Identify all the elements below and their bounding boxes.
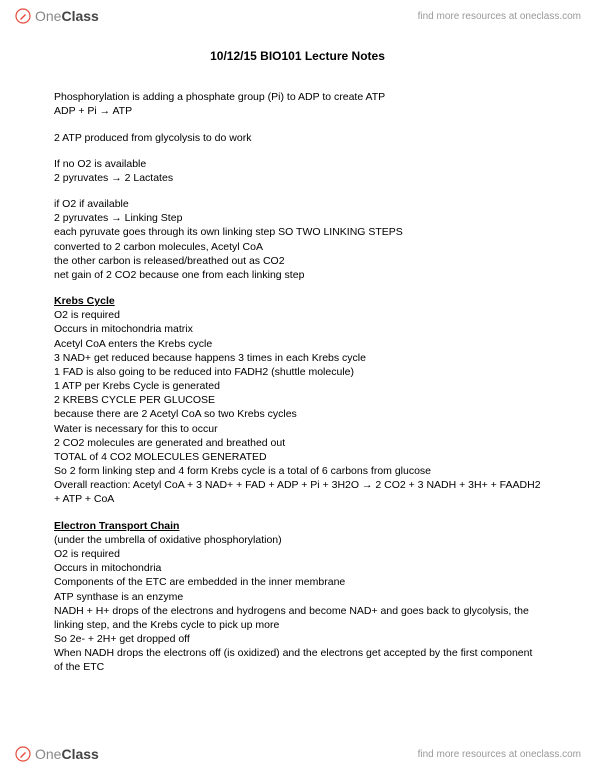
no-o2-block: If no O2 is available 2 pyruvates → 2 La… xyxy=(54,157,541,185)
text-line: If no O2 is available xyxy=(54,157,541,171)
if-o2-block: if O2 if available 2 pyruvates → Linking… xyxy=(54,197,541,282)
text-line: So 2 form linking step and 4 form Krebs … xyxy=(54,464,541,478)
text-line: 2 pyruvates → 2 Lactates xyxy=(54,171,541,185)
krebs-heading: Krebs Cycle xyxy=(54,294,541,308)
text-line: Components of the ETC are embedded in th… xyxy=(54,575,541,589)
page-header: OneClass find more resources at oneclass… xyxy=(0,0,595,32)
brand-logo[interactable]: OneClass xyxy=(14,745,99,763)
etc-block: Electron Transport Chain (under the umbr… xyxy=(54,519,541,675)
brand-logo-text: OneClass xyxy=(35,8,99,24)
document-body: 10/12/15 BIO101 Lecture Notes Phosphoryl… xyxy=(54,48,541,687)
brand-logo-text: OneClass xyxy=(35,746,99,762)
text-line: net gain of 2 CO2 because one from each … xyxy=(54,268,541,282)
pencil-icon xyxy=(14,745,32,763)
text-line: 2 pyruvates → Linking Step xyxy=(54,211,541,225)
page-footer: OneClass find more resources at oneclass… xyxy=(0,738,595,770)
text-line: because there are 2 Acetyl CoA so two Kr… xyxy=(54,407,541,421)
text-line: Water is necessary for this to occur xyxy=(54,422,541,436)
text-line: So 2e- + 2H+ get dropped off xyxy=(54,632,541,646)
text-line: converted to 2 carbon molecules, Acetyl … xyxy=(54,240,541,254)
text-line: TOTAL of 4 CO2 MOLECULES GENERATED xyxy=(54,450,541,464)
etc-heading: Electron Transport Chain xyxy=(54,519,541,533)
brand-logo[interactable]: OneClass xyxy=(14,7,99,25)
text-line: ATP synthase is an enzyme xyxy=(54,590,541,604)
header-tagline[interactable]: find more resources at oneclass.com xyxy=(418,11,581,22)
text-line: Occurs in mitochondria matrix xyxy=(54,322,541,336)
text-line: the other carbon is released/breathed ou… xyxy=(54,254,541,268)
intro-block-1: Phosphorylation is adding a phosphate gr… xyxy=(54,90,541,118)
text-line: 1 FAD is also going to be reduced into F… xyxy=(54,365,541,379)
text-line: 2 KREBS CYCLE PER GLUCOSE xyxy=(54,393,541,407)
text-line: When NADH drops the electrons off (is ox… xyxy=(54,646,541,674)
text-line: Overall reaction: Acetyl CoA + 3 NAD+ + … xyxy=(54,478,541,506)
text-line: each pyruvate goes through its own linki… xyxy=(54,225,541,239)
text-line: 3 NAD+ get reduced because happens 3 tim… xyxy=(54,351,541,365)
document-title: 10/12/15 BIO101 Lecture Notes xyxy=(54,48,541,64)
footer-tagline[interactable]: find more resources at oneclass.com xyxy=(418,749,581,760)
text-line: 2 CO2 molecules are generated and breath… xyxy=(54,436,541,450)
text-line: O2 is required xyxy=(54,547,541,561)
text-line: (under the umbrella of oxidative phospho… xyxy=(54,533,541,547)
text-line: Phosphorylation is adding a phosphate gr… xyxy=(54,90,541,104)
text-line: ADP + Pi → ATP xyxy=(54,104,541,118)
text-line: Occurs in mitochondria xyxy=(54,561,541,575)
text-line: NADH + H+ drops of the electrons and hyd… xyxy=(54,604,541,632)
pencil-icon xyxy=(14,7,32,25)
intro-block-2: 2 ATP produced from glycolysis to do wor… xyxy=(54,131,541,145)
text-line: O2 is required xyxy=(54,308,541,322)
text-line: Acetyl CoA enters the Krebs cycle xyxy=(54,337,541,351)
krebs-cycle-block: Krebs Cycle O2 is required Occurs in mit… xyxy=(54,294,541,507)
text-line: 1 ATP per Krebs Cycle is generated xyxy=(54,379,541,393)
text-line: if O2 if available xyxy=(54,197,541,211)
